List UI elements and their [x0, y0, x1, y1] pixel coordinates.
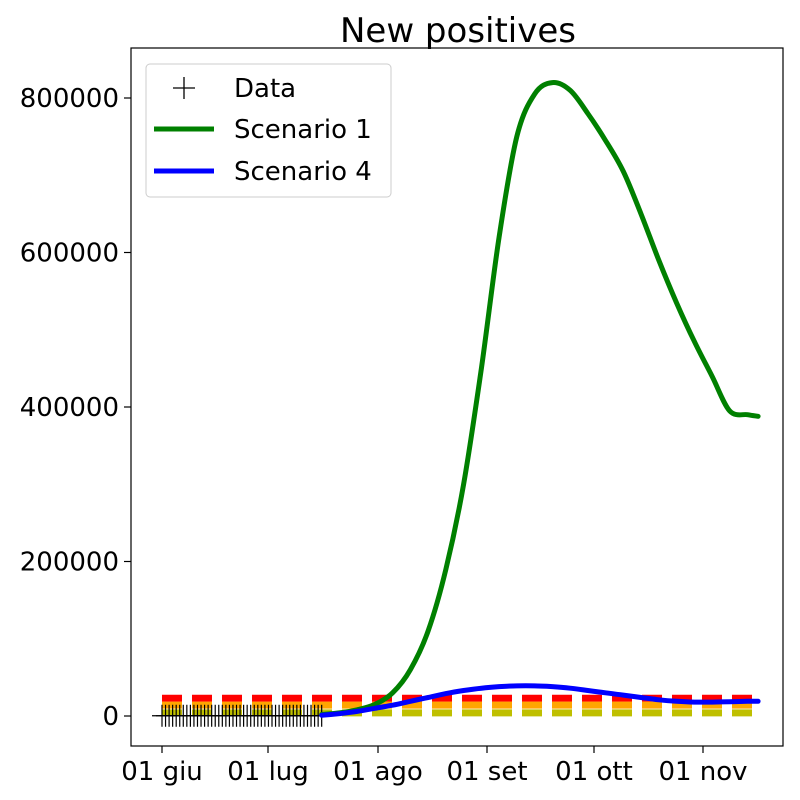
x-tick-label: 01 nov — [658, 757, 747, 787]
plot-content — [152, 80, 761, 727]
x-tick-label: 01 ott — [555, 757, 633, 787]
y-tick-label: 200000 — [20, 548, 119, 578]
x-axis: 01 giu 01 lug 01 ago 01 set 01 ott 01 nov — [121, 746, 748, 787]
y-tick-label: 800000 — [20, 84, 119, 114]
legend: Data Scenario 1 Scenario 4 — [145, 63, 392, 198]
legend-label-data: Data — [234, 74, 296, 104]
series-scenario-1-line — [319, 80, 761, 717]
x-tick-label: 01 giu — [121, 757, 203, 787]
legend-label-scenario4: Scenario 4 — [234, 157, 372, 187]
x-tick-label: 01 ago — [333, 757, 423, 787]
legend-label-scenario1: Scenario 1 — [234, 115, 372, 145]
plot-frame — [130, 47, 784, 747]
legend-box — [145, 63, 392, 198]
plot-area — [152, 80, 761, 727]
series-scenario-4-line — [319, 683, 761, 718]
x-tick-label: 01 lug — [227, 757, 309, 787]
y-tick-label: 600000 — [20, 239, 119, 269]
y-tick-label: 400000 — [20, 393, 119, 423]
x-tick-label: 01 set — [446, 757, 527, 787]
y-axis: 0 200000 400000 600000 800000 — [20, 84, 131, 732]
legend-data-marker — [173, 77, 195, 99]
y-tick-label: 0 — [102, 702, 119, 732]
chart-title: New positives — [340, 11, 576, 51]
